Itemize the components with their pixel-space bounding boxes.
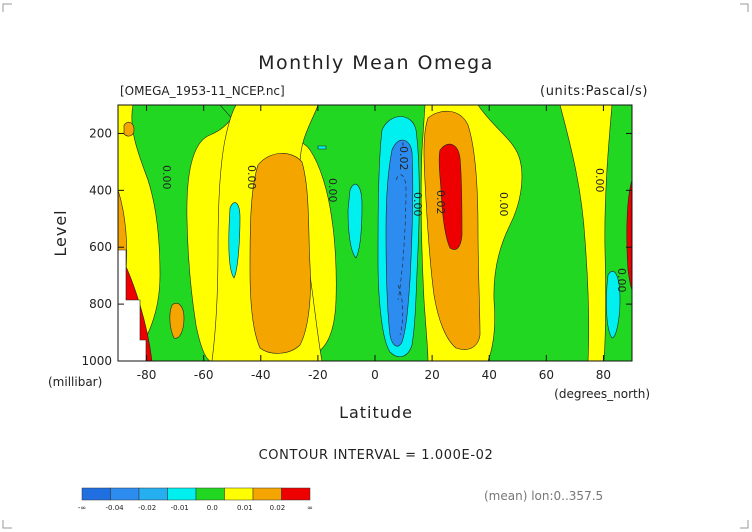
contour-label: 0.00: [326, 178, 339, 203]
mean-note: (mean) lon:0..357.5: [484, 489, 603, 503]
colorbar: -∞ -0.04 -0.02 -0.01 0.0 0.01 0.02 ∞: [78, 487, 313, 512]
colorbar-swatch: [110, 487, 140, 501]
fill-weak-ascent-south: [131, 105, 236, 361]
fill-weak-descent-north: [559, 105, 613, 361]
contour-label: 0.00: [245, 165, 258, 190]
colorbar-swatch: [281, 487, 311, 501]
y-tick-label: 400: [89, 183, 112, 197]
colorbar-label: 0.01: [237, 504, 253, 512]
x-axis-title: Latitude: [339, 403, 413, 422]
fill-descent-lowlevel: [123, 121, 135, 137]
fill-strong-descent-north: [438, 143, 463, 250]
crop-marks: [2, 3, 749, 529]
contour-label: 0.00: [411, 192, 424, 217]
colorbar-swatch: [81, 487, 111, 501]
colorbar-swatch: [224, 487, 254, 501]
fill-strong-ascent-band: [385, 139, 414, 347]
file-label: [OMEGA_1953-11_NCEP.nc]: [120, 84, 285, 98]
x-axis-unit: (degrees_north): [554, 387, 650, 401]
colorbar-swatch: [138, 487, 168, 501]
fill-ascent-small: [317, 145, 327, 150]
y-tick-label: 600: [89, 240, 112, 254]
x-tick-label: -20: [308, 368, 328, 382]
fill-ascent-subtropics: [228, 202, 241, 279]
fill-descent-mid: [169, 302, 185, 339]
chart-title: Monthly Mean Omega: [258, 52, 494, 74]
fill-ascent-tropics: [347, 183, 363, 259]
y-axis-unit: (millibar): [48, 375, 102, 389]
axes: -80 -60 -40 -20 0 20 40 60 80 200 400 600 800 1000: [81, 105, 632, 382]
y-tick-label: 800: [89, 297, 112, 311]
colorbar-label: -0.01: [171, 504, 189, 512]
contour-label: 0.00: [160, 165, 173, 190]
x-tick-label: -80: [137, 368, 157, 382]
colorbar-label: 0.0: [207, 504, 218, 512]
colorbar-label: ∞: [307, 504, 313, 512]
x-tick-label: 40: [482, 368, 497, 382]
x-tick-label: -40: [251, 368, 271, 382]
x-tick-label: -60: [194, 368, 214, 382]
colorbar-label: -0.04: [106, 504, 125, 512]
colorbar-label: -∞: [78, 504, 86, 512]
colorbar-label: -0.02: [138, 504, 156, 512]
colorbar-label: 0.02: [270, 504, 286, 512]
contour-interval-note: CONTOUR INTERVAL = 1.000E-02: [259, 448, 494, 463]
colorbar-swatch: [195, 487, 225, 501]
y-tick-label: 1000: [81, 354, 112, 368]
x-tick-label: 80: [596, 368, 611, 382]
contour-label: -0.02: [397, 142, 410, 170]
x-tick-label: 0: [371, 368, 379, 382]
contour-label: 0.02: [434, 190, 447, 215]
contour-label: 0.00: [615, 268, 628, 293]
fill-descent-south: [249, 153, 311, 354]
fill-ascent-north: [606, 270, 621, 339]
masked-surface-area: [118, 249, 147, 361]
plot-area: [117, 104, 633, 362]
x-tick-label: 20: [424, 368, 439, 382]
contour-label: 0.00: [593, 168, 606, 193]
fill-weak-ascent-tropics: [219, 105, 429, 361]
contour-labels: 0.00 0.00 0.00 -0.02 0.00 0.02 0.00 0.00…: [160, 142, 628, 293]
y-axis-title: Level: [51, 209, 70, 256]
colorbar-swatch: [252, 487, 282, 501]
x-tick-label: 60: [539, 368, 554, 382]
units-label: (units:Pascal/s): [540, 84, 648, 99]
y-tick-label: 200: [89, 126, 112, 140]
contour-fill: [118, 105, 632, 361]
colorbar-swatch: [167, 487, 197, 501]
contour-label: 0.00: [497, 192, 510, 217]
negative-contour-lines: [395, 174, 407, 336]
